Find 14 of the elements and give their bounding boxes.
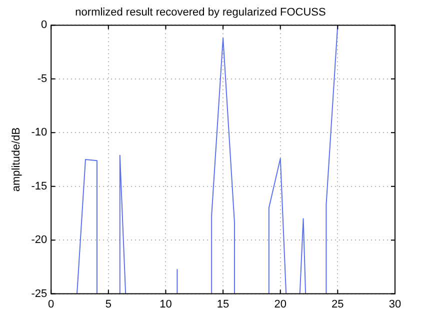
x-tick-label: 20: [274, 298, 286, 310]
chart-title: normlized result recovered by regularized FOCUSS: [75, 6, 326, 19]
x-tick-label: 25: [332, 298, 344, 310]
x-tick-label: 5: [105, 298, 112, 310]
x-tick-label: 10: [160, 298, 172, 310]
y-tick-label: -10: [31, 126, 48, 139]
y-tick-label: 0: [40, 19, 48, 32]
x-tick-label: 15: [216, 298, 230, 310]
y-axis-title: amplitude/dB: [10, 127, 23, 192]
y-tick-label: -15: [31, 180, 48, 192]
y-tick-label: -5: [37, 72, 48, 85]
y-tick-label: -25: [31, 288, 48, 300]
x-tick-label: 30: [388, 298, 402, 310]
y-tick-label: -20: [31, 234, 48, 246]
